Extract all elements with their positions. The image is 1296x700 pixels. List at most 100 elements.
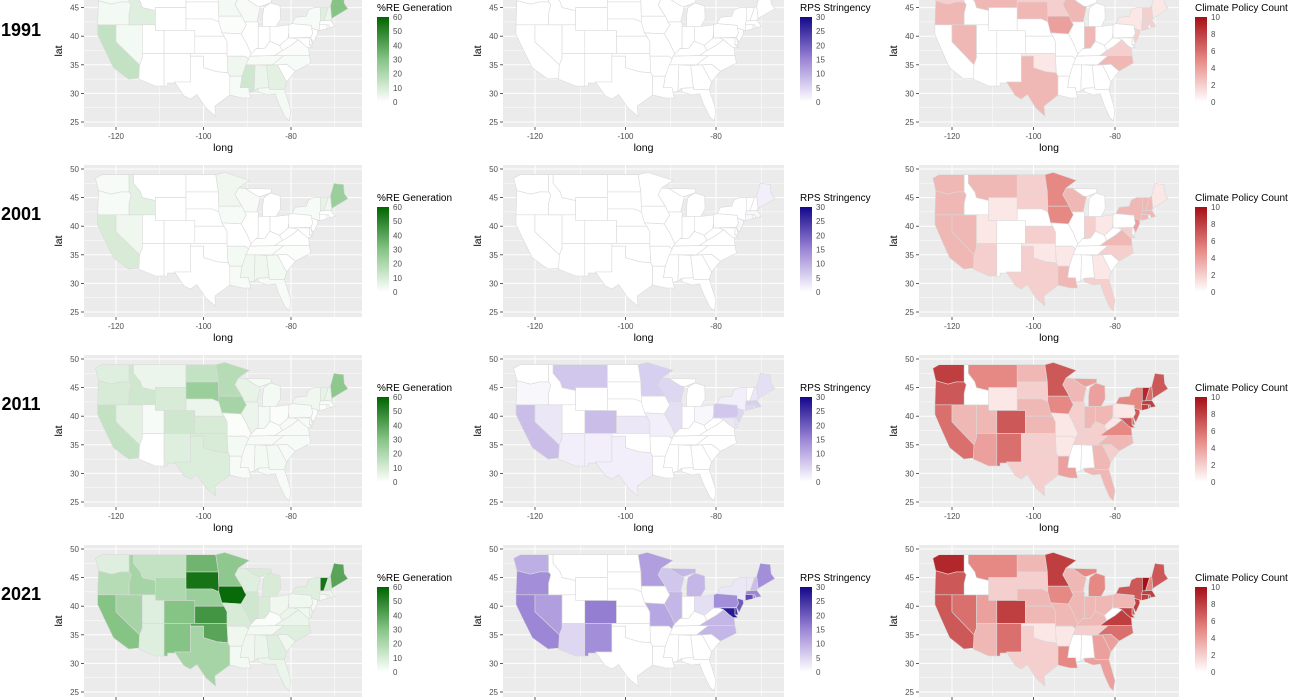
legend-break-label: 0 (816, 668, 821, 677)
state-ME (756, 0, 776, 19)
state-ME (330, 0, 349, 20)
y-tick-label: 35 (70, 251, 79, 260)
state-IA (218, 395, 247, 415)
y-tick-label: 50 (70, 355, 79, 364)
x-tick-label: -120 (527, 132, 544, 141)
y-tick-label: 25 (70, 498, 79, 507)
state-FL (1083, 657, 1116, 692)
legend-break-label: 30 (393, 56, 402, 65)
legend-break-label: 10 (1211, 583, 1220, 592)
x-axis-label: long (213, 522, 233, 534)
state-KS (1025, 225, 1056, 244)
legend-break-label: 10 (1211, 393, 1220, 402)
y-tick-label: 35 (70, 441, 79, 450)
state-OR (934, 0, 967, 26)
legend-break-label: 40 (393, 611, 402, 620)
state-ND (1016, 554, 1048, 573)
state-IA (1047, 585, 1074, 605)
state-NH (323, 5, 333, 22)
y-tick-label: 30 (70, 469, 79, 478)
legend-colorbar (377, 207, 389, 292)
legend-break-label: 10 (393, 654, 402, 663)
state-ME (1151, 0, 1169, 20)
y-tick-label: 30 (70, 659, 79, 668)
legend-colorbar (800, 207, 812, 292)
x-tick-label: -80 (1109, 322, 1121, 331)
state-PA (288, 213, 314, 229)
state-NM (584, 433, 613, 467)
state-KS (194, 35, 228, 54)
y-tick-label: 25 (489, 118, 498, 127)
state-ND (607, 554, 642, 573)
legend-break-label: 20 (816, 611, 825, 620)
state-OR (515, 190, 552, 216)
state-MI (244, 188, 281, 217)
state-KS (194, 415, 228, 434)
state-NH (1145, 5, 1154, 22)
state-NM (163, 623, 191, 657)
legend-title: Climate Policy Count (1195, 3, 1288, 14)
x-tick-label: -100 (195, 132, 212, 141)
state-PA (288, 593, 314, 609)
state-FL (681, 657, 717, 692)
y-tick-label: 40 (905, 222, 914, 231)
legend-break-label: 10 (816, 70, 825, 79)
y-tick-label: 25 (489, 498, 498, 507)
state-IA (641, 205, 671, 225)
state-ME (330, 562, 349, 590)
state-ME (330, 372, 349, 400)
y-tick-label: 30 (70, 279, 79, 288)
y-tick-label: 35 (905, 631, 914, 640)
y-tick-label: 40 (70, 222, 79, 231)
legend-break-label: 30 (816, 203, 825, 212)
legend-climate: Climate Policy Count 0 2 4 6 8 10 (1195, 193, 1288, 297)
legend-break-label: 0 (393, 98, 398, 107)
state-PA (713, 23, 739, 39)
state-KS (616, 225, 651, 244)
year-label-2001: 2001 (0, 204, 42, 224)
legend-break-label: 10 (1211, 13, 1220, 22)
x-axis-label: long (1039, 142, 1059, 154)
state-OR (97, 190, 132, 216)
state-WY (575, 387, 608, 411)
legend-break-label: 20 (816, 421, 825, 430)
x-tick-label: -100 (195, 512, 212, 521)
state-CO (584, 220, 617, 244)
state-CO (163, 220, 196, 244)
legend-colorbar (377, 17, 389, 102)
state-PA (713, 593, 739, 609)
y-tick-label: 35 (489, 631, 498, 640)
x-tick-label: -100 (1025, 512, 1042, 521)
state-WY (155, 7, 187, 31)
state-MI (1074, 0, 1106, 27)
y-axis-label: lat (888, 425, 900, 436)
legend-colorbar (800, 397, 812, 482)
state-MI (1071, 188, 1106, 217)
state-OR (97, 0, 132, 26)
y-axis-label: lat (472, 45, 484, 56)
year-label-2011: 2011 (1, 394, 41, 414)
state-OR (934, 570, 967, 596)
legend-climate: Climate Policy Count 0 2 4 6 8 10 (1195, 3, 1288, 107)
legend-colorbar (1195, 397, 1207, 482)
legend-break-label: 60 (393, 583, 402, 592)
y-tick-label: 25 (489, 308, 498, 317)
state-MI (1071, 568, 1106, 597)
state-OR (515, 570, 552, 596)
state-ME (1151, 182, 1169, 210)
legend-break-label: 25 (816, 27, 825, 36)
state-IA (1047, 395, 1074, 415)
legend-title: RPS Stringency (800, 383, 871, 394)
x-tick-label: -80 (285, 512, 297, 521)
legend-break-label: 20 (393, 260, 402, 269)
state-ME (330, 182, 349, 210)
state-CO (996, 600, 1026, 624)
state-IA (218, 15, 247, 35)
y-tick-label: 30 (905, 89, 914, 98)
state-MI (667, 378, 706, 407)
state-ND (185, 364, 219, 383)
y-tick-label: 45 (905, 194, 914, 203)
x-tick-label: -120 (944, 132, 961, 141)
